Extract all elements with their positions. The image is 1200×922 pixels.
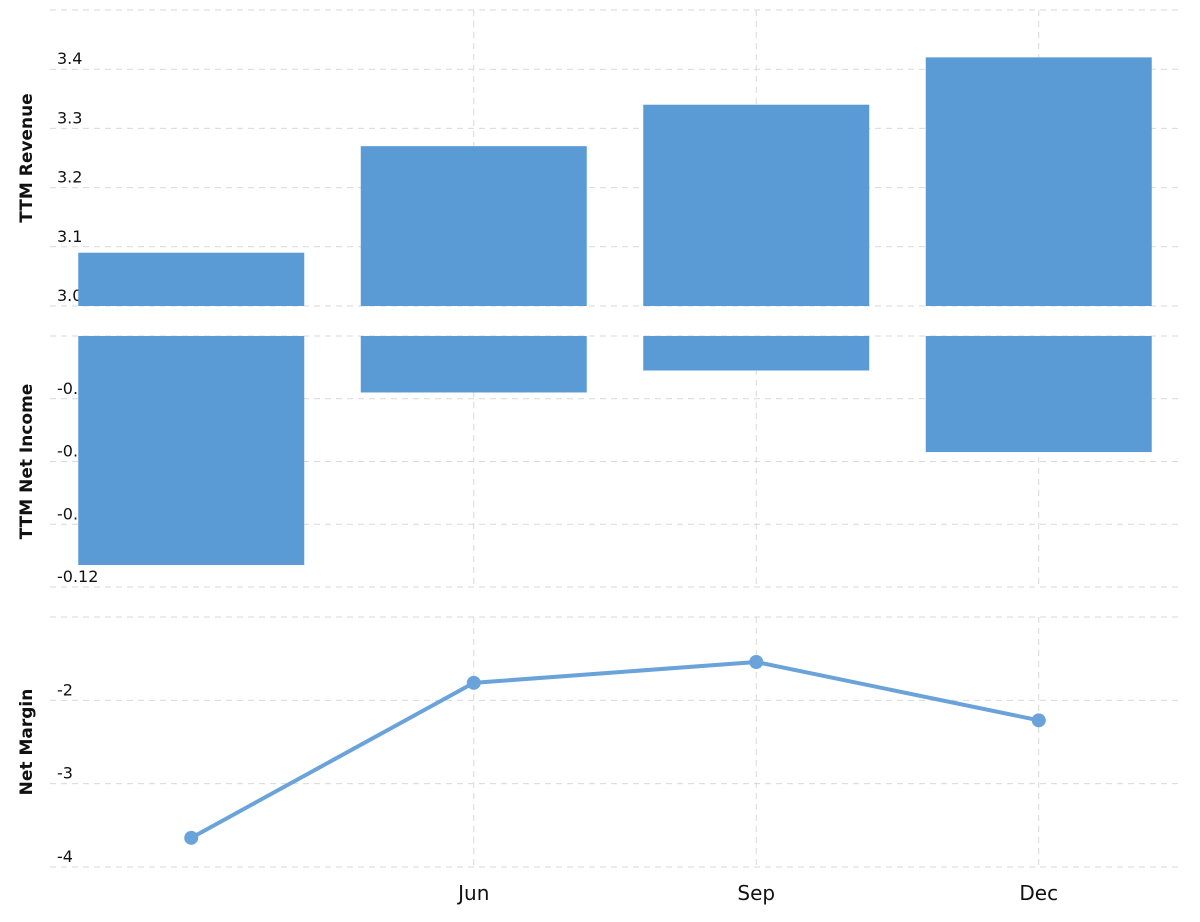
bar bbox=[360, 336, 587, 393]
y-tick-label: 3.1 bbox=[57, 227, 82, 246]
bar bbox=[925, 336, 1152, 453]
bar bbox=[643, 336, 870, 371]
y-tick-label: 3.3 bbox=[57, 108, 82, 127]
point bbox=[466, 675, 481, 690]
point bbox=[184, 830, 199, 845]
y-axis-title: TTM Net Income bbox=[17, 384, 37, 540]
y-tick-label: -4 bbox=[57, 847, 73, 866]
x-tick-label: Sep bbox=[737, 881, 775, 905]
x-tick-label: Jun bbox=[456, 881, 489, 905]
y-tick-label: 3.0 bbox=[57, 286, 82, 305]
bar bbox=[925, 57, 1152, 306]
y-tick-label: 3.4 bbox=[57, 49, 82, 68]
y-tick-label: -3 bbox=[57, 764, 73, 783]
y-axis-title: Net Margin bbox=[17, 689, 37, 796]
y-tick-label: -2 bbox=[57, 680, 73, 699]
y-axis-title: TTM Revenue bbox=[17, 93, 37, 222]
bar bbox=[78, 336, 305, 566]
line bbox=[190, 659, 1040, 840]
y-tick-label: 3.2 bbox=[57, 168, 82, 187]
bar bbox=[643, 104, 870, 306]
x-tick-label: Dec bbox=[1019, 881, 1058, 905]
bar bbox=[360, 146, 587, 306]
y-tick-label: -0.12 bbox=[57, 567, 98, 586]
point bbox=[1031, 713, 1046, 728]
point bbox=[749, 655, 764, 669]
bar bbox=[78, 252, 305, 306]
